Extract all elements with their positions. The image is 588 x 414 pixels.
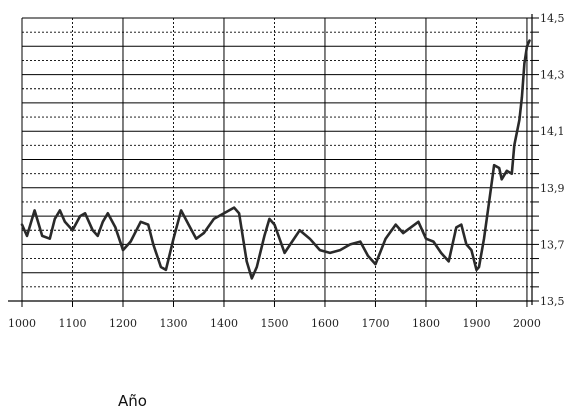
x-tick-label: 1100 (58, 317, 86, 330)
x-tick-label: 1900 (462, 317, 490, 330)
x-tick-label: 1800 (412, 317, 440, 330)
y-tick-label: 14,1 (540, 125, 565, 138)
grid (21, 17, 532, 302)
y-tick-label: 13,7 (540, 238, 565, 251)
y-tick-label: 14,3 (540, 69, 565, 82)
y-tick-label: 13,5 (540, 295, 565, 308)
x-tick-label: 1600 (311, 317, 339, 330)
x-tick-label: 1300 (159, 317, 187, 330)
y-tick-label: 13,9 (540, 182, 565, 195)
x-tick-label: 2000 (513, 317, 541, 330)
series-line (20, 39, 531, 280)
y-tick-labels: 13,5 13,7 13,9 14,1 14,3 14,5 (540, 12, 565, 308)
x-tick-label: 1500 (260, 317, 288, 330)
x-axis-label: Año (118, 392, 147, 410)
x-tick-label: 1700 (361, 317, 389, 330)
x-tick-label: 1400 (210, 317, 238, 330)
x-tick-label: 1000 (8, 317, 36, 330)
x-tick-labels: 1000 1100 1200 1300 1400 1500 1600 1700 1800 1900… (8, 317, 541, 330)
x-tick-label: 1200 (109, 317, 137, 330)
axes (8, 14, 539, 307)
y-tick-label: 14,5 (540, 12, 565, 25)
series-group (20, 39, 531, 280)
